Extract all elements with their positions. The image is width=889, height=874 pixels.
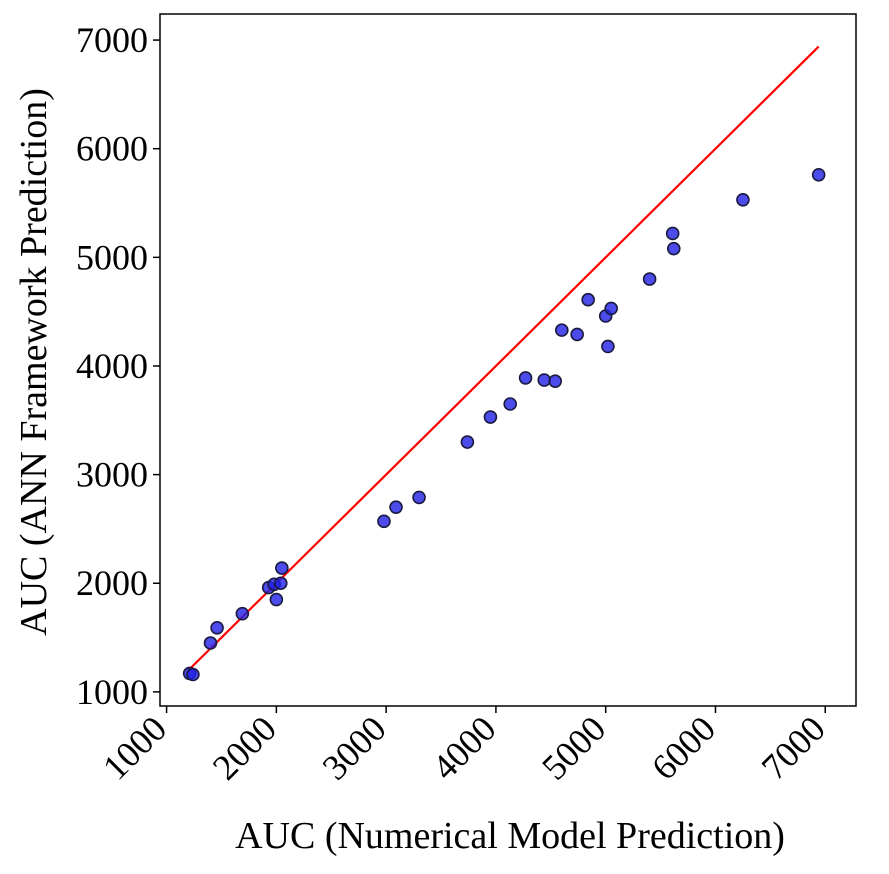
data-point <box>548 374 563 388</box>
data-point <box>269 592 284 607</box>
x-axis-label: AUC (Numerical Model Prediction) <box>235 815 785 857</box>
y-tick-label: 2000 <box>76 563 148 603</box>
data-point <box>518 371 533 385</box>
plot-frame <box>159 13 857 707</box>
data-point <box>210 620 224 635</box>
data-point <box>483 410 498 424</box>
data-point <box>811 167 826 182</box>
y-tick-label: 6000 <box>76 129 148 169</box>
data-point <box>665 226 680 241</box>
data-point <box>601 339 615 354</box>
x-axis-ticks: 1000 2000 3000 4000 5000 6000 7000 <box>95 706 833 788</box>
x-tick-label: 4000 <box>424 708 503 787</box>
data-point <box>537 373 552 387</box>
data-point <box>503 397 517 411</box>
y-tick-label: 3000 <box>76 455 148 495</box>
y-tick-label: 4000 <box>76 346 148 386</box>
x-tick-label: 3000 <box>315 708 394 787</box>
data-point <box>273 576 288 591</box>
y-axis-label: AUC (ANN Framework Prediction) <box>13 88 55 636</box>
data-point <box>460 435 475 449</box>
data-points-layer <box>182 167 826 682</box>
y-tick-label: 1000 <box>76 672 148 712</box>
data-point <box>377 514 391 529</box>
data-point <box>203 636 218 650</box>
y-tick-label: 5000 <box>76 237 148 277</box>
x-tick-label: 2000 <box>205 708 284 787</box>
data-point <box>554 323 569 337</box>
reference-line-layer <box>187 45 820 671</box>
identity-line <box>187 45 820 671</box>
x-tick-label: 5000 <box>534 708 613 787</box>
data-point <box>642 272 657 286</box>
data-point <box>389 500 403 514</box>
x-tick-label: 1000 <box>95 708 174 787</box>
data-point <box>736 192 750 207</box>
y-axis-ticks: 1000 2000 3000 4000 5000 6000 7000 <box>76 20 160 712</box>
data-point <box>570 327 584 342</box>
data-point <box>235 606 250 621</box>
y-tick-label: 7000 <box>76 20 148 60</box>
data-point <box>581 292 595 307</box>
data-point <box>186 667 200 682</box>
x-tick-label: 7000 <box>754 708 833 787</box>
data-point <box>412 490 426 505</box>
data-point <box>275 561 289 575</box>
x-tick-label: 6000 <box>644 708 723 787</box>
data-point <box>604 301 618 316</box>
data-point <box>666 241 681 256</box>
